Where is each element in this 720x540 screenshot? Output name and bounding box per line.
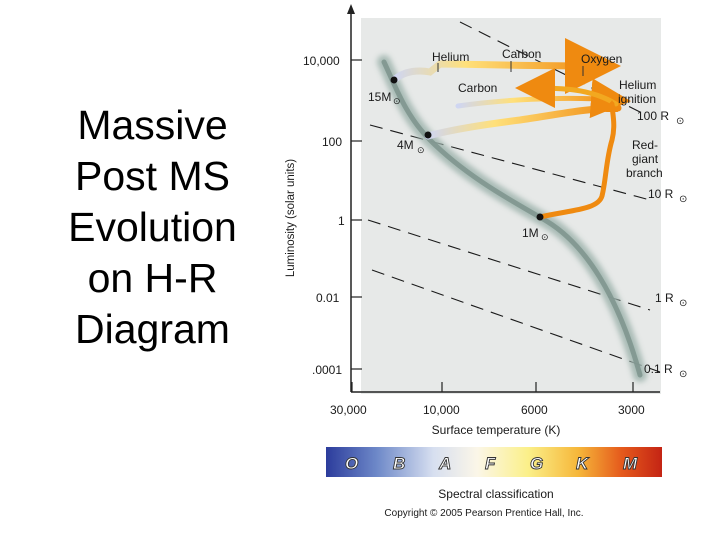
- radius-label: 10 R: [648, 187, 674, 201]
- spectral-class-label: B: [393, 454, 405, 473]
- title-line: Diagram: [75, 306, 230, 352]
- y-tick-label: 10,000: [303, 54, 340, 68]
- spectral-classes: O B A F G K M: [345, 454, 639, 474]
- radius-label: 100 R: [637, 109, 669, 123]
- y-tick-label: 0.01: [316, 291, 340, 305]
- track-1m-arrow: [606, 100, 618, 112]
- radius-label: 0.1 R: [644, 362, 673, 376]
- y-axis-arrow: [347, 4, 355, 14]
- track-4m-return: [515, 68, 619, 109]
- spectral-class-label: O: [345, 454, 358, 473]
- y-tick-label: 1: [338, 214, 345, 228]
- sun-symbol: ⊙: [676, 116, 684, 127]
- sun-symbol: ⊙: [417, 145, 425, 155]
- annotation-oxygen: Oxygen: [581, 52, 622, 66]
- track-1m: [537, 101, 617, 220]
- x-axis-title: Surface temperature (K): [432, 423, 561, 437]
- spectral-class-label: M: [623, 454, 638, 473]
- title-line: Post MS: [75, 153, 230, 199]
- spectral-class-label: A: [438, 454, 451, 473]
- track-15m: [390, 37, 621, 94]
- title-line: Evolution: [68, 204, 237, 250]
- annotation-red-giant: Red-: [632, 138, 658, 152]
- sun-symbol: ⊙: [679, 369, 687, 380]
- star-label-1m: 1M ⊙: [522, 226, 549, 242]
- spectral-class-label: G: [530, 454, 543, 473]
- star-label: 15M: [368, 90, 391, 104]
- radius-line-01: [371, 269, 661, 373]
- x-tick-label: 30,000: [330, 403, 367, 417]
- main-sequence-core: [381, 59, 643, 378]
- title-line: Massive: [77, 102, 228, 148]
- evolutionary-tracks: [390, 37, 631, 220]
- star-label: 1M: [522, 226, 539, 240]
- sun-symbol: ⊙: [393, 96, 401, 106]
- annotation-helium-ignition: ignition: [618, 92, 656, 106]
- x-tick-label: 6000: [521, 403, 548, 417]
- star-label: 4M: [397, 138, 414, 152]
- star-dot-15m: [390, 76, 398, 84]
- annotation-carbon-mid: Carbon: [458, 81, 497, 95]
- spectral-class-label: F: [485, 454, 496, 473]
- x-tick-label: 3000: [618, 403, 645, 417]
- radius-label-10: 10 R ⊙: [648, 187, 687, 205]
- title-line: on H-R: [87, 255, 218, 301]
- radius-label: 1 R: [655, 291, 674, 305]
- annotation-red-giant: giant: [632, 152, 659, 166]
- slide-title: Massive Post MS Evolution on H-R Diagram: [40, 100, 265, 355]
- x-tick-marks: [351, 382, 634, 392]
- radius-label-1: 1 R ⊙: [655, 291, 687, 309]
- star-label-4m: 4M ⊙: [397, 138, 425, 155]
- radius-line-100: [459, 21, 641, 113]
- annotation-helium-ignition: Helium: [619, 78, 656, 92]
- x-tick-label: 10,000: [423, 403, 460, 417]
- spectral-label: Spectral classification: [438, 487, 553, 501]
- spectral-class-label: K: [576, 454, 590, 473]
- y-tick-label: .0001: [312, 363, 342, 377]
- radius-line-1: [367, 219, 651, 311]
- y-axis-title: Luminosity (solar units): [285, 159, 297, 277]
- sun-symbol: ⊙: [679, 298, 687, 309]
- y-tick-marks: [351, 59, 362, 370]
- annotation-red-giant: branch: [626, 166, 663, 180]
- radius-label-01: 0.1 R ⊙: [644, 362, 687, 380]
- y-tick-label: 100: [322, 135, 342, 149]
- sun-symbol: ⊙: [679, 194, 687, 205]
- copyright: Copyright © 2005 Pearson Prentice Hall, …: [384, 508, 583, 519]
- spectral-bar: [326, 447, 662, 477]
- annotation-carbon-top: Carbon: [502, 47, 541, 61]
- sun-symbol: ⊙: [541, 232, 549, 242]
- star-label-15m: 15M ⊙: [368, 90, 401, 106]
- star-dot-4m: [424, 131, 432, 139]
- star-dot-1m: [536, 213, 544, 221]
- annotation-helium: Helium: [432, 50, 469, 64]
- radius-label-100: 100 R ⊙: [637, 109, 684, 127]
